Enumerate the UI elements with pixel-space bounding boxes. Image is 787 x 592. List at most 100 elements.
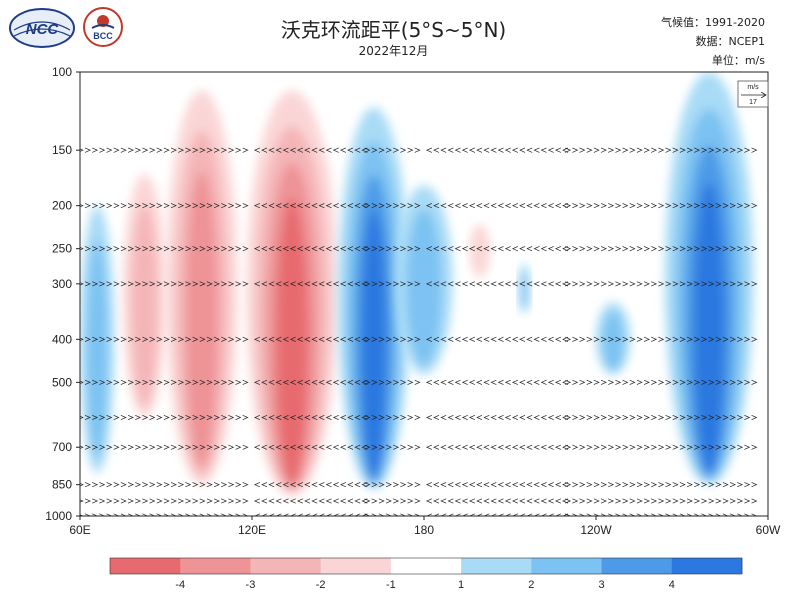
wind-vector [722, 513, 729, 516]
wind-vector [694, 379, 701, 385]
wind-vector [135, 513, 142, 516]
wind-vector [519, 414, 526, 421]
wind-vector [425, 147, 433, 153]
wind-vector [253, 147, 261, 153]
wind-vector [708, 482, 715, 488]
wind-vector [679, 379, 686, 385]
wind-vector [447, 513, 454, 516]
wind-vector [142, 203, 149, 209]
wind-vector [468, 203, 476, 209]
wind-vector [504, 482, 511, 488]
wind-vector [686, 147, 693, 153]
wind-vector [199, 513, 206, 516]
wind-vector [679, 482, 686, 488]
wind-vector [572, 482, 579, 488]
wind-vector [547, 281, 554, 287]
wind-vector [729, 281, 736, 287]
wind-vector [170, 246, 177, 252]
wind-vector [347, 203, 354, 209]
wind-vector [701, 379, 708, 385]
wind-vector [679, 203, 686, 209]
anomaly-region-9 [469, 224, 490, 278]
wind-vector [483, 513, 490, 516]
wind-vector [170, 513, 177, 516]
wind-vector [608, 444, 615, 450]
wind-vector [579, 246, 586, 252]
wind-vector [354, 203, 361, 209]
wind-vector [414, 414, 421, 421]
wind-vector [199, 379, 206, 385]
wind-vector [170, 482, 177, 488]
wind-vector [289, 482, 296, 488]
wind-vector [425, 513, 433, 516]
wind-vector [737, 281, 744, 287]
wind-vector [296, 203, 304, 209]
wind-vector [92, 203, 99, 209]
wind-vector [672, 498, 679, 504]
wind-vector [608, 498, 615, 504]
wind-vector [228, 444, 235, 450]
wind-vector [253, 379, 261, 385]
wind-vector [622, 147, 629, 153]
wind-vector [679, 444, 686, 450]
y-tick-label: 100 [52, 65, 72, 79]
wind-vector [142, 147, 149, 153]
wind-vector [192, 414, 199, 421]
wind-vector [519, 498, 526, 504]
wind-vector [149, 379, 156, 385]
wind-vector [235, 336, 242, 342]
wind-vector [744, 336, 751, 342]
wind-vector [651, 203, 658, 209]
wind-vector [643, 498, 650, 504]
wind-vector [364, 414, 371, 421]
wind-vector [142, 498, 149, 504]
wind-vector [519, 444, 526, 450]
wind-vector [615, 203, 622, 209]
wind-vector [354, 336, 361, 342]
wind-vector [339, 513, 347, 516]
wind-vector [393, 336, 400, 342]
wind-vector [206, 336, 213, 342]
wind-vector [213, 147, 220, 153]
wind-vector [120, 444, 127, 450]
anomaly-region-6 [664, 72, 754, 485]
wind-vector [127, 379, 134, 385]
wind-vector [185, 336, 192, 342]
wind-vector [92, 482, 99, 488]
wind-vector [199, 444, 206, 450]
wind-vector [490, 379, 497, 385]
wind-vector [371, 281, 378, 287]
wind-vector [113, 336, 120, 342]
reference-vector-box: m/s 17 [737, 80, 769, 108]
anomaly-band [520, 269, 528, 312]
wind-vector [615, 147, 622, 153]
wind-vector [511, 498, 519, 504]
wind-vector [318, 203, 325, 209]
colorbar-tick-label: 4 [669, 579, 675, 591]
wind-vector [701, 147, 708, 153]
wind-vector [407, 379, 414, 385]
wind-vector [163, 444, 170, 450]
wind-vector [737, 498, 744, 504]
wind-vector [378, 281, 385, 287]
wind-vector [253, 281, 261, 287]
wind-vector [615, 414, 622, 421]
wind-vector [347, 379, 354, 385]
wind-vector [385, 444, 392, 450]
wind-vector [744, 498, 751, 504]
wind-vector [572, 281, 579, 287]
wind-vector [511, 379, 519, 385]
wind-vector [665, 147, 672, 153]
wind-vector [282, 444, 289, 450]
wind-vector [228, 246, 235, 252]
wind-vector [371, 379, 378, 385]
wind-vector [433, 444, 440, 450]
wind-vector [347, 444, 354, 450]
wind-vector [275, 498, 282, 504]
wind-vector [447, 203, 454, 209]
wind-vector [497, 147, 504, 153]
wind-vector [511, 203, 519, 209]
wind-vector [440, 482, 447, 488]
wind-vector [80, 483, 84, 487]
wind-vector [658, 147, 665, 153]
